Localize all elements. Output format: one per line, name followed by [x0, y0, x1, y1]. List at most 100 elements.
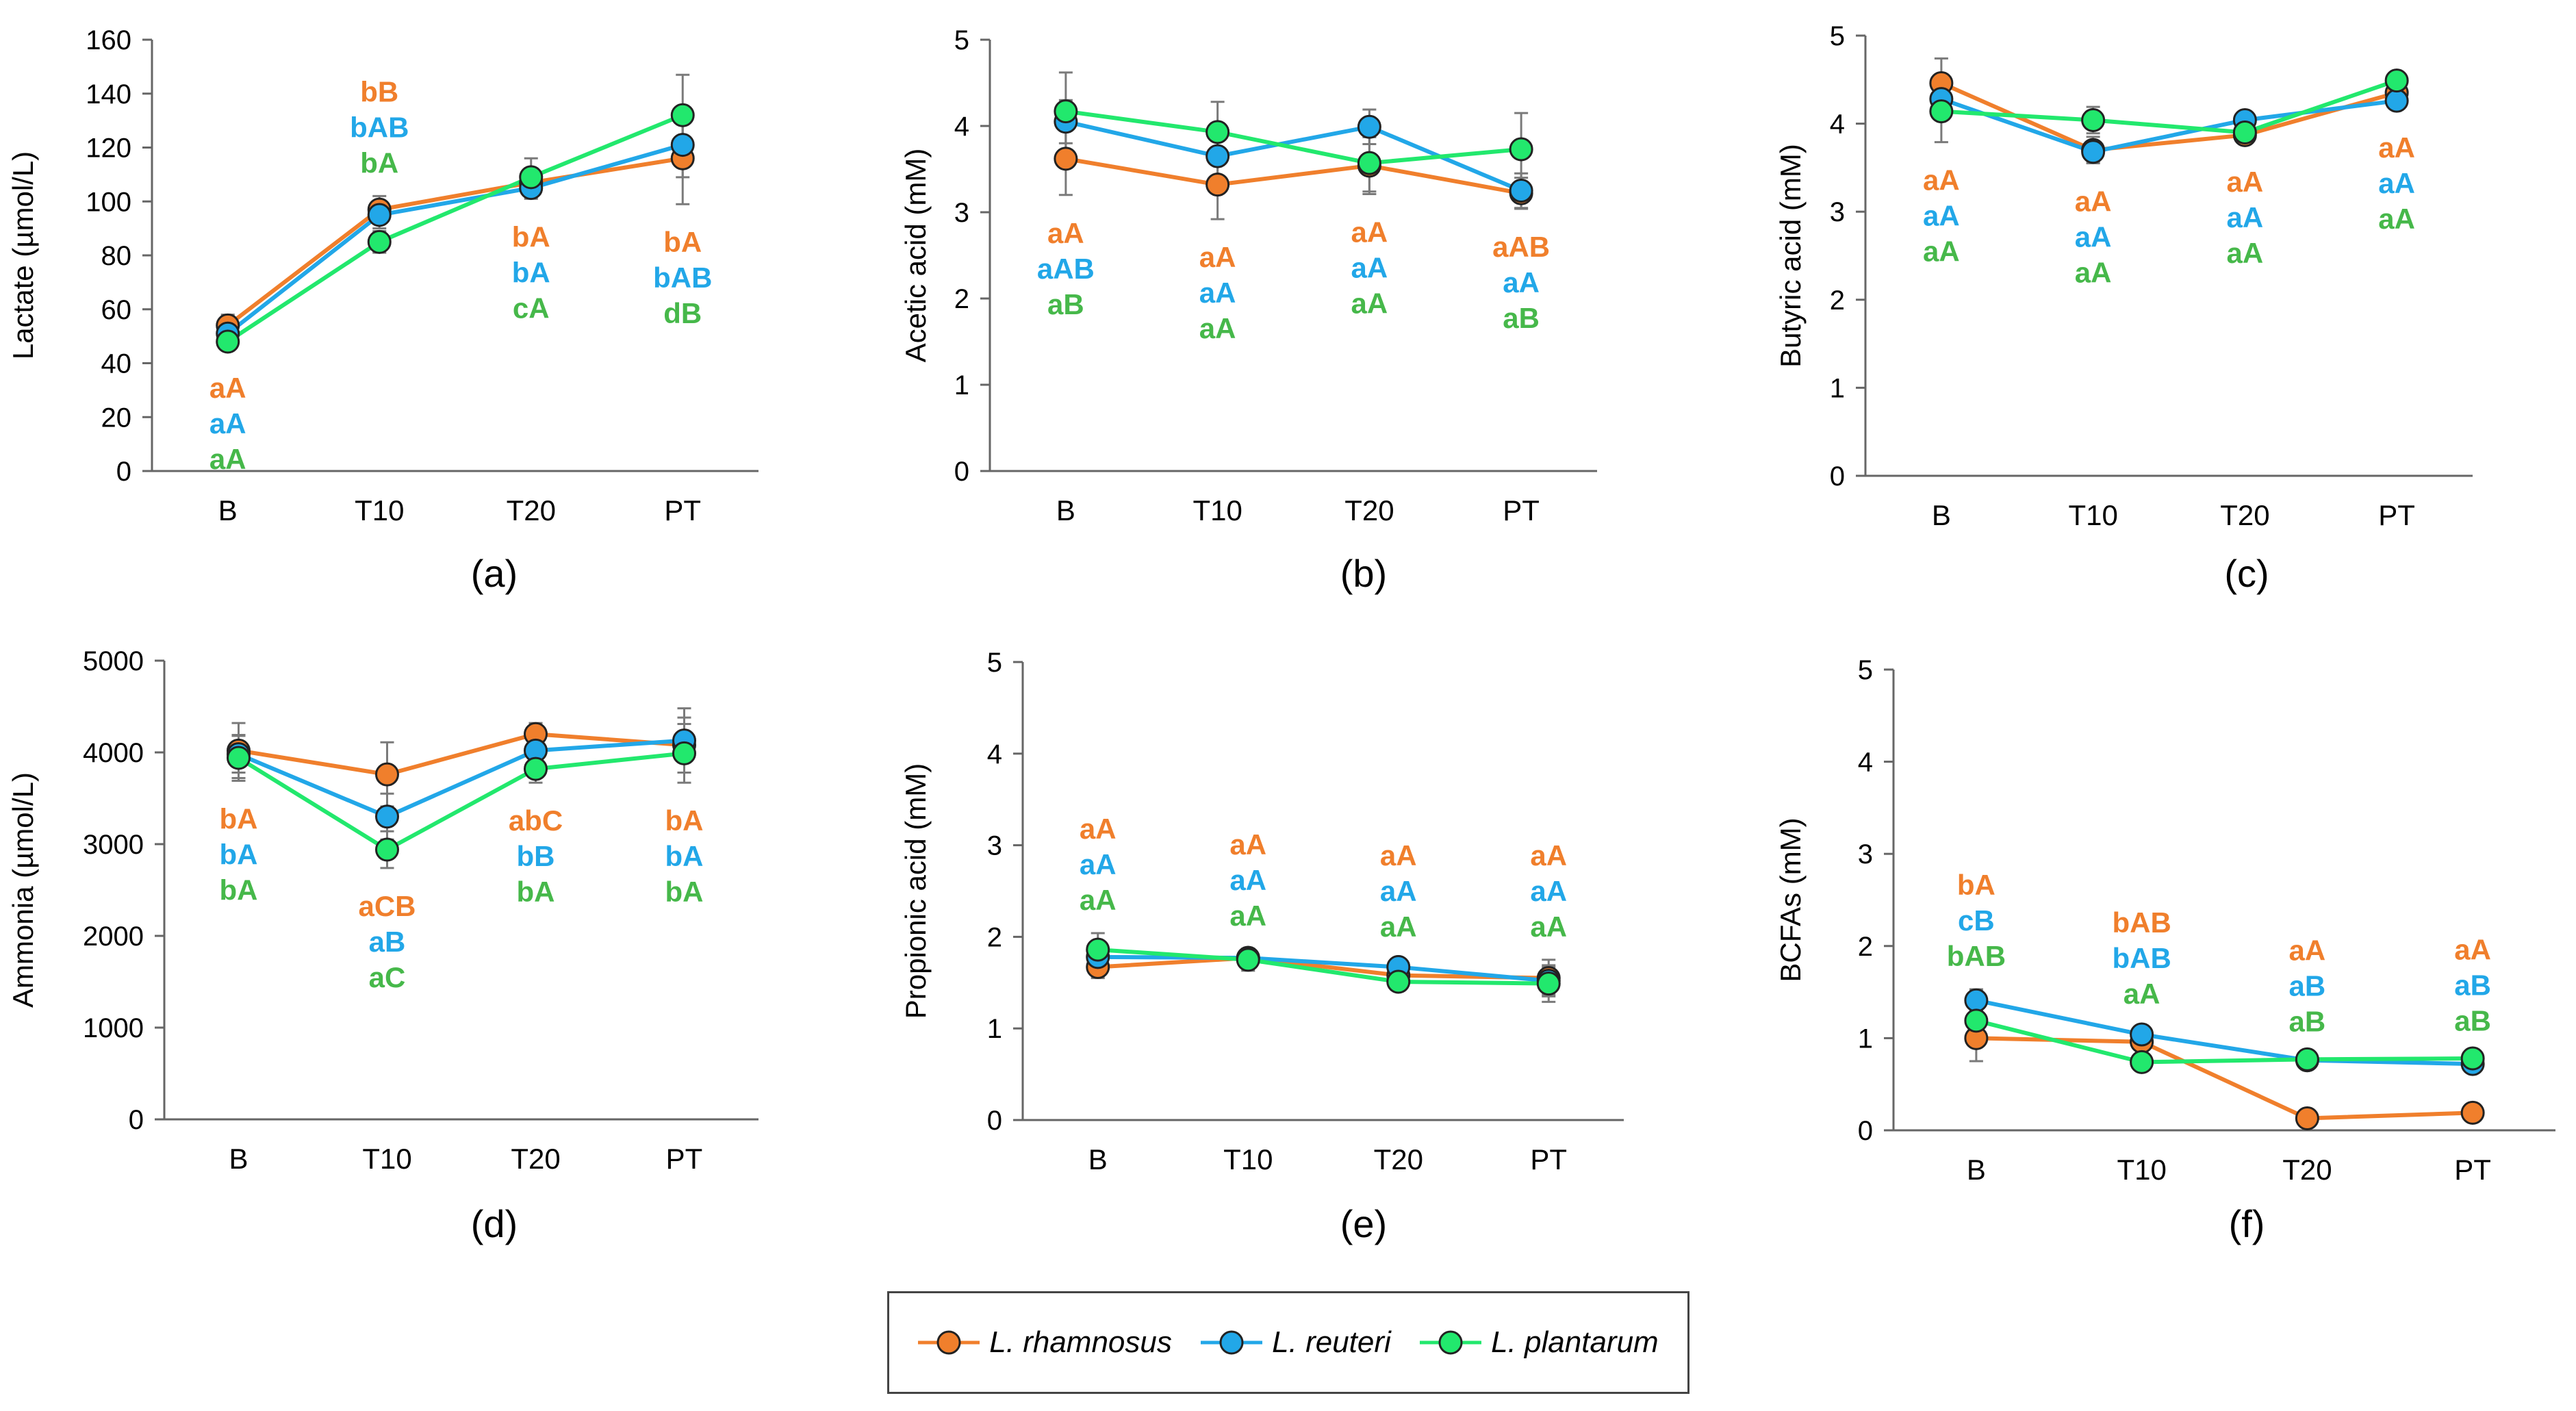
panel-f-sig-letter: aB — [2454, 1004, 2491, 1037]
panel-a-y-tick-label: 40 — [101, 349, 132, 379]
panel-f-sig-letter: aA — [2454, 933, 2491, 965]
legend-item-rhamnosus: L. rhamnosus — [918, 1325, 1172, 1360]
panel-f-sig-letter: aB — [2289, 1006, 2326, 1038]
panel-d-x-tick-label: T20 — [511, 1143, 560, 1175]
panel-f-series-line-2 — [1976, 1018, 2473, 1065]
panel-a-data-point — [367, 229, 392, 254]
panel-b-y-tick-label: 5 — [954, 25, 969, 55]
panel-a-y-tick-label: 0 — [116, 457, 131, 487]
panel-f-x-tick-label: B — [1967, 1154, 1986, 1186]
panel-b-sig-letter: aA — [1199, 241, 1236, 273]
panel-f-sig-letter: aA — [2124, 978, 2160, 1010]
panel-b-data-point — [1509, 179, 1533, 203]
panel-b-y-tick-label: 4 — [954, 112, 969, 142]
panel-f-sig-letter: bAB — [1947, 940, 2006, 972]
panel-b-sig-letter: aAB — [1492, 231, 1550, 263]
panel-f-x-tick-label: PT — [2454, 1154, 2491, 1186]
panel-d-caption: (d) — [470, 1202, 518, 1245]
panel-b-sig-letter: aB — [1503, 302, 1540, 334]
legend-swatch-plantarum — [1420, 1330, 1482, 1355]
panel-b-data-point — [1357, 151, 1381, 175]
panel-a-series-line-0 — [226, 156, 683, 327]
panel-a-sig-letter: bA — [512, 256, 550, 288]
panel-b-data-point — [1206, 120, 1230, 144]
panel-e-sig-letter: aA — [1229, 828, 1266, 861]
panel-a-caption: (a) — [470, 552, 518, 595]
panel-c-sig-letter: aA — [2378, 167, 2415, 199]
panel-b-sig-letter: aB — [1047, 288, 1084, 320]
legend-swatch-rhamnosus — [918, 1330, 980, 1355]
panel-e-data-point — [1536, 971, 1561, 996]
panel-d-sig-letter: aC — [369, 961, 406, 993]
panel-f-y-tick-label: 1 — [1858, 1024, 1873, 1054]
panel-c-data-point — [2232, 120, 2257, 144]
panel-d-y-tick-label: 1000 — [83, 1013, 144, 1043]
panel-a-sig-letter: aA — [209, 407, 246, 440]
panel-a-sig-letter: aA — [209, 443, 246, 475]
panel-f-x-tick-label: T10 — [2117, 1154, 2166, 1186]
panel-a-data-point — [670, 103, 695, 127]
panel-f-x-tick-label: T20 — [2282, 1154, 2332, 1186]
panel-a-x-tick-label: T10 — [355, 494, 404, 526]
panel-d-y-tick-label: 4000 — [83, 738, 144, 768]
panel-d-sig-letter: bA — [665, 804, 704, 837]
panel-e-sig-letter: aA — [1229, 864, 1266, 896]
panel-e-y-tick-label: 0 — [987, 1106, 1002, 1136]
legend-label-rhamnosus: L. rhamnosus — [989, 1325, 1172, 1359]
panel-a-y-tick-label: 140 — [86, 79, 131, 110]
panel-b-sig-letter: aA — [1047, 217, 1084, 249]
panel-c-data-point — [2384, 88, 2409, 113]
panel-a-y-axis-label: Lactate (µmol/L) — [7, 151, 39, 359]
panel-c-y-tick-label: 1 — [1830, 373, 1845, 403]
legend: L. rhamnosus L. reuteri L. plantarum — [887, 1291, 1689, 1394]
panel-b-sig-letter: aA — [1199, 277, 1236, 309]
panel-a-series-line-2 — [227, 113, 684, 344]
panel-b-data-point — [1054, 99, 1078, 124]
panel-f-data-point — [2295, 1106, 2319, 1131]
panel-f-y-tick-label: 2 — [1858, 932, 1873, 962]
legend-label-reuteri: L. reuteri — [1272, 1325, 1391, 1359]
panel-a-data-point — [519, 165, 544, 190]
panel-d-series-line-0 — [238, 732, 685, 777]
panel-c-sig-letter: aA — [1923, 236, 1960, 268]
panel-f-caption: (f) — [2228, 1202, 2265, 1245]
panel-a-data-point — [367, 203, 392, 227]
panel-f-sig-letter: bAB — [2112, 942, 2171, 974]
panel-a-x-tick-label: B — [218, 494, 238, 526]
panel-a-sig-letter: aA — [209, 372, 246, 404]
panel-e-y-tick-label: 5 — [987, 648, 1002, 678]
panel-b-sig-letter: aA — [1351, 216, 1388, 249]
panel-b-x-tick-label: B — [1056, 494, 1075, 526]
panel-d-data-point — [375, 804, 399, 829]
panel-b-series-line-2 — [1065, 109, 1522, 166]
panel-d-sig-letter: bA — [665, 840, 704, 872]
panel-f-sig-letter: aA — [2289, 935, 2326, 967]
panel-c-sig-letter: aA — [2075, 220, 2112, 253]
panel-c-x-tick-label: T10 — [2068, 499, 2117, 531]
panel-c-data-point — [2081, 107, 2106, 132]
panel-b-x-tick-label: PT — [1503, 494, 1540, 526]
panel-e-x-tick-label: B — [1088, 1143, 1108, 1175]
panel-d-x-tick-label: B — [229, 1143, 248, 1175]
panel-b-x-tick-label: T10 — [1193, 494, 1242, 526]
panel-c-y-tick-label: 3 — [1830, 197, 1845, 227]
panel-c-x-tick-label: PT — [2378, 499, 2415, 531]
panel-d-sig-letter: bA — [220, 839, 258, 871]
panel-d-series-line-1 — [238, 738, 685, 819]
panel-b-data-point — [1509, 137, 1533, 162]
legend-swatch-reuteri — [1201, 1330, 1263, 1355]
panel-d-x-tick-label: T10 — [362, 1143, 411, 1175]
panel-b-sig-letter: aA — [1351, 288, 1388, 320]
panel-c-caption: (c) — [2224, 552, 2269, 595]
panel-e-series-line-1 — [1097, 954, 1549, 983]
panel-f-data-point — [2130, 1050, 2154, 1074]
panel-c-data-point — [2384, 68, 2409, 93]
panel-c-sig-letter: aA — [2378, 203, 2415, 235]
panel-d-y-tick-label: 5000 — [83, 646, 144, 676]
panel-b-sig-letter: aA — [1351, 252, 1388, 284]
panel-b-sig-letter: aA — [1199, 312, 1236, 344]
panel-d-y-axis-label: Ammonia (µmol/L) — [7, 772, 39, 1008]
panel-f-sig-letter: bAB — [2112, 906, 2171, 939]
panel-c-sig-letter: aA — [2227, 237, 2264, 269]
panel-f-data-point — [2460, 1100, 2485, 1125]
